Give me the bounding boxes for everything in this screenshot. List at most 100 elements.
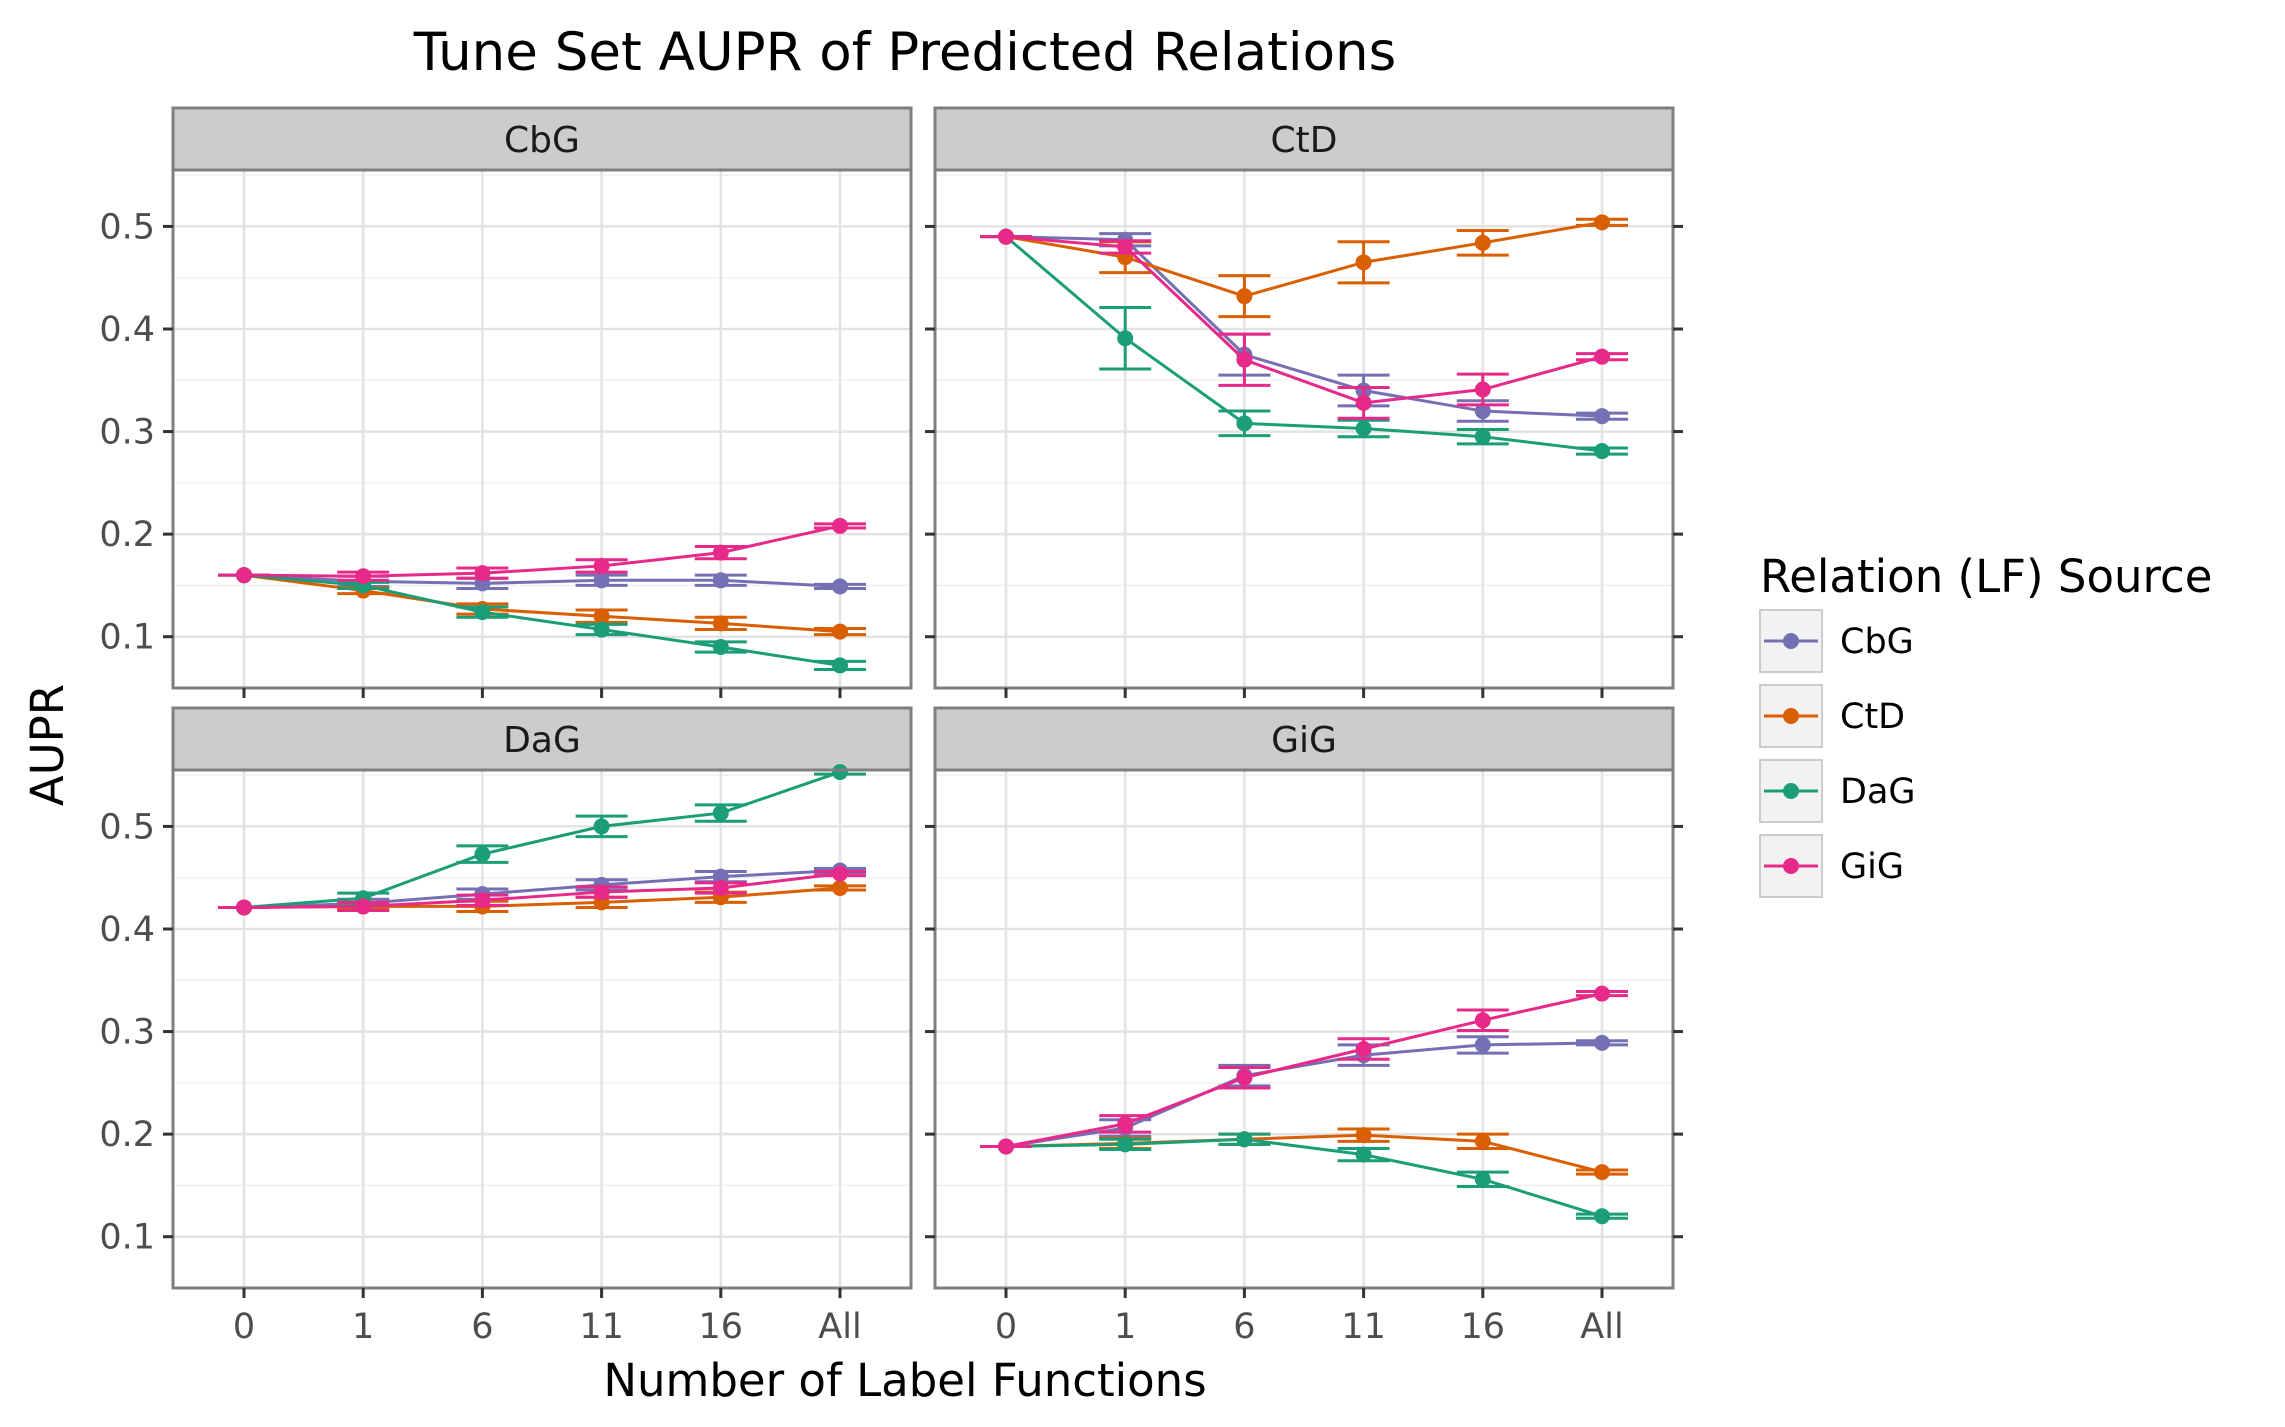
data-point (474, 604, 491, 621)
legend-label: DaG (1840, 772, 1916, 812)
y-tick-label: 0.3 (99, 1013, 155, 1053)
series-line (1005, 235, 1603, 405)
panel-border (933, 168, 1675, 690)
facet-strip (171, 706, 913, 772)
data-point (355, 898, 372, 915)
legend-item-ctd: CtD (1759, 684, 1905, 748)
y-tick-label: 0.4 (99, 910, 155, 950)
data-point (1594, 1208, 1610, 1225)
data-point (593, 572, 610, 589)
data-point (593, 621, 610, 638)
facet-strip-label: GiG (1271, 720, 1337, 761)
data-point (1594, 348, 1610, 365)
data-point (1594, 214, 1610, 231)
facet-strip (933, 706, 1675, 772)
series-line (243, 524, 841, 578)
y-tick-label: 0.5 (99, 207, 155, 247)
x-tick-label: 11 (1341, 1307, 1386, 1347)
x-tick-label: 6 (471, 1307, 493, 1347)
x-tick-label: 16 (1461, 1307, 1506, 1347)
series-line (1005, 992, 1603, 1148)
panel-background (935, 170, 1673, 688)
data-point (712, 868, 729, 885)
y-tick-label: 0.1 (99, 1218, 155, 1258)
data-point (1474, 381, 1491, 398)
series-line (1005, 235, 1603, 453)
y-tick-label: 0.1 (99, 618, 155, 658)
data-point (355, 568, 372, 585)
data-point (1355, 394, 1372, 411)
series-gig (980, 228, 1628, 420)
data-point (1117, 330, 1134, 347)
data-point (1474, 403, 1491, 420)
x-tick-label: 0 (233, 1307, 255, 1347)
data-point (474, 846, 491, 863)
data-point (712, 615, 729, 632)
y-tick-label: 0.4 (99, 310, 155, 350)
data-point (1355, 1041, 1372, 1058)
legend-label: CtD (1840, 697, 1905, 737)
data-point (1594, 1164, 1610, 1181)
chart-title: Tune Set AUPR of Predicted Relations (413, 22, 1397, 83)
panel-cbg: CbG 0.1 0.2 0.3 0.4 0.5 (99, 106, 913, 698)
legend-title: Relation (LF) Source (1760, 550, 2212, 603)
data-point (1474, 1036, 1491, 1053)
data-point (832, 578, 848, 595)
data-point (712, 879, 729, 896)
legend-key-point (1783, 633, 1799, 649)
series-gig (980, 985, 1628, 1155)
x-tick-label: 1 (352, 1307, 374, 1347)
data-point (1594, 408, 1610, 425)
data-point (593, 608, 610, 625)
data-point (1236, 351, 1253, 368)
data-point (1474, 1012, 1491, 1029)
data-point (832, 764, 848, 781)
panel-border (171, 168, 913, 690)
data-point (1117, 1115, 1134, 1132)
data-point (1474, 234, 1491, 251)
data-point (593, 818, 610, 835)
data-point (1117, 238, 1134, 255)
y-tick-label: 0.5 (99, 807, 155, 847)
panel-background (935, 770, 1673, 1288)
legend-item-cbg: CbG (1759, 609, 1914, 673)
facet-strip-label: CtD (1271, 120, 1338, 161)
facet-strip-label: DaG (503, 720, 581, 761)
data-point (1355, 254, 1372, 271)
data-point (593, 884, 610, 901)
legend-item-dag: DaG (1759, 759, 1916, 823)
data-point (832, 865, 848, 882)
data-point (1236, 1069, 1253, 1086)
facet-strip-label: CbG (504, 120, 580, 161)
data-point (593, 557, 610, 574)
data-point (1474, 1133, 1491, 1150)
data-point (1236, 415, 1253, 432)
data-point (832, 657, 848, 674)
x-tick-label: All (818, 1307, 861, 1347)
data-point (712, 544, 729, 561)
y-tick-label: 0.2 (99, 515, 155, 555)
panel-ctd: CtD (925, 106, 1683, 698)
legend-key-point (1783, 783, 1799, 799)
series-gig (218, 865, 866, 916)
data-point (1355, 1127, 1372, 1144)
x-tick-label: 6 (1233, 1307, 1255, 1347)
x-tick-label: 11 (579, 1307, 624, 1347)
panels: CbG 0.1 0.2 0.3 0.4 0.5 CtD DaG 0.1 0.2 0.3 0.4 0.5 0… (99, 106, 1683, 1347)
legend-item-gig: GiG (1759, 834, 1904, 898)
x-tick-label: 16 (699, 1307, 744, 1347)
x-tick-label: 0 (995, 1307, 1017, 1347)
legend-label: CbG (1840, 622, 1914, 662)
data-point (1355, 1146, 1372, 1163)
data-point (1594, 985, 1610, 1002)
data-point (1594, 1034, 1610, 1051)
legend-label: GiG (1840, 847, 1904, 887)
data-point (474, 565, 491, 582)
data-point (998, 1138, 1014, 1155)
x-axis-title: Number of Label Functions (603, 1354, 1206, 1407)
series-gig (218, 517, 866, 585)
data-point (236, 567, 252, 584)
legend: Relation (LF) Source CbG CtD DaG GiG (1759, 550, 2212, 898)
